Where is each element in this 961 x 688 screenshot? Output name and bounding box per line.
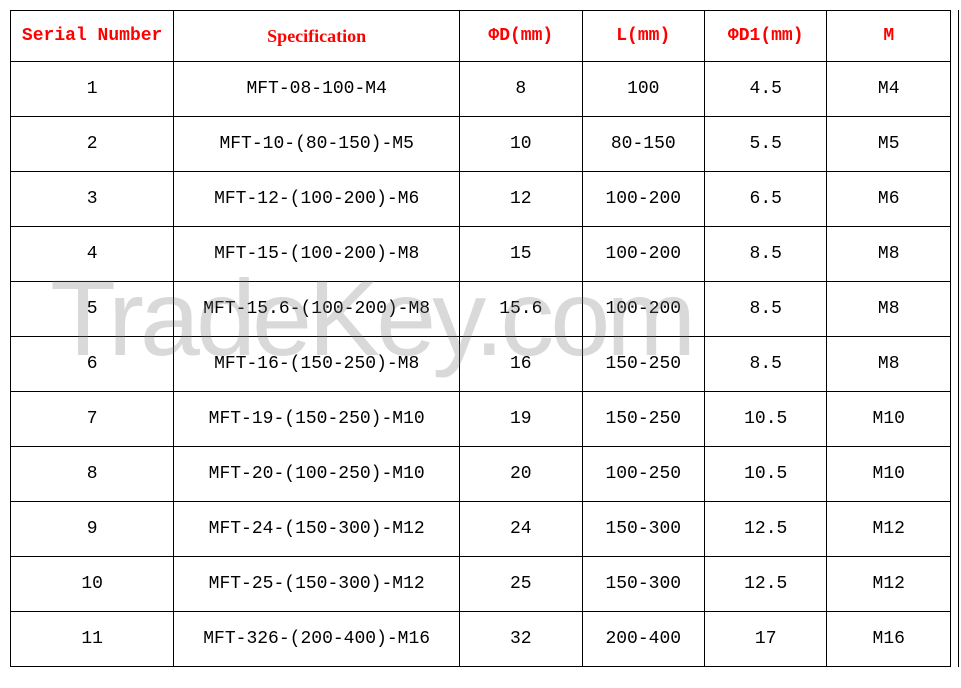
table-row: 3 MFT-12-(100-200)-M6 12 100-200 6.5 M6 — [11, 172, 951, 227]
cell-serial: 3 — [11, 172, 174, 227]
cell-d: 16 — [460, 337, 582, 392]
spec-table-container: Serial Number Specification ΦD(mm) L(mm)… — [10, 10, 951, 667]
cell-serial: 8 — [11, 447, 174, 502]
cell-d1: 5.5 — [705, 117, 827, 172]
col-l: L(mm) — [582, 11, 704, 62]
cell-d: 8 — [460, 62, 582, 117]
col-spec: Specification — [174, 11, 460, 62]
cell-d: 12 — [460, 172, 582, 227]
cell-d1: 10.5 — [705, 392, 827, 447]
table-row: 5 MFT-15.6-(100-200)-M8 15.6 100-200 8.5… — [11, 282, 951, 337]
cell-spec: MFT-24-(150-300)-M12 — [174, 502, 460, 557]
cell-d1: 6.5 — [705, 172, 827, 227]
cell-m: M5 — [827, 117, 951, 172]
cell-d1: 17 — [705, 612, 827, 667]
cell-d1: 10.5 — [705, 447, 827, 502]
col-m: M — [827, 11, 951, 62]
cell-d: 15 — [460, 227, 582, 282]
cell-l: 80-150 — [582, 117, 704, 172]
table-row: 9 MFT-24-(150-300)-M12 24 150-300 12.5 M… — [11, 502, 951, 557]
cell-d1: 12.5 — [705, 557, 827, 612]
cell-d: 32 — [460, 612, 582, 667]
cell-serial: 10 — [11, 557, 174, 612]
cell-m: M8 — [827, 227, 951, 282]
cell-serial: 4 — [11, 227, 174, 282]
cell-l: 150-300 — [582, 557, 704, 612]
cell-spec: MFT-16-(150-250)-M8 — [174, 337, 460, 392]
cell-spec: MFT-326-(200-400)-M16 — [174, 612, 460, 667]
cell-serial: 1 — [11, 62, 174, 117]
cell-m: M8 — [827, 282, 951, 337]
cell-d: 24 — [460, 502, 582, 557]
cell-m: M16 — [827, 612, 951, 667]
cell-m: M10 — [827, 392, 951, 447]
table-body: 1 MFT-08-100-M4 8 100 4.5 M4 2 MFT-10-(8… — [11, 62, 951, 667]
cell-spec: MFT-15-(100-200)-M8 — [174, 227, 460, 282]
cell-l: 100-200 — [582, 282, 704, 337]
cell-d1: 12.5 — [705, 502, 827, 557]
spec-table: Serial Number Specification ΦD(mm) L(mm)… — [10, 10, 951, 667]
cell-d1: 4.5 — [705, 62, 827, 117]
table-row: 4 MFT-15-(100-200)-M8 15 100-200 8.5 M8 — [11, 227, 951, 282]
cell-d: 19 — [460, 392, 582, 447]
table-row: 1 MFT-08-100-M4 8 100 4.5 M4 — [11, 62, 951, 117]
cell-spec: MFT-08-100-M4 — [174, 62, 460, 117]
table-row: 11 MFT-326-(200-400)-M16 32 200-400 17 M… — [11, 612, 951, 667]
cell-d: 15.6 — [460, 282, 582, 337]
cell-d1: 8.5 — [705, 282, 827, 337]
cell-l: 100-250 — [582, 447, 704, 502]
table-header-row: Serial Number Specification ΦD(mm) L(mm)… — [11, 11, 951, 62]
cell-spec: MFT-10-(80-150)-M5 — [174, 117, 460, 172]
cell-d: 10 — [460, 117, 582, 172]
cell-m: M10 — [827, 447, 951, 502]
cell-d: 25 — [460, 557, 582, 612]
table-row: 6 MFT-16-(150-250)-M8 16 150-250 8.5 M8 — [11, 337, 951, 392]
cell-l: 200-400 — [582, 612, 704, 667]
cell-m: M6 — [827, 172, 951, 227]
cell-spec: MFT-19-(150-250)-M10 — [174, 392, 460, 447]
cell-serial: 11 — [11, 612, 174, 667]
cell-spec: MFT-20-(100-250)-M10 — [174, 447, 460, 502]
cell-m: M12 — [827, 502, 951, 557]
cell-l: 100-200 — [582, 227, 704, 282]
cell-m: M12 — [827, 557, 951, 612]
cell-l: 100-200 — [582, 172, 704, 227]
cell-spec: MFT-15.6-(100-200)-M8 — [174, 282, 460, 337]
cell-m: M8 — [827, 337, 951, 392]
cell-l: 150-250 — [582, 392, 704, 447]
cell-spec: MFT-12-(100-200)-M6 — [174, 172, 460, 227]
cell-serial: 5 — [11, 282, 174, 337]
cell-d: 20 — [460, 447, 582, 502]
cell-serial: 6 — [11, 337, 174, 392]
col-phi-d: ΦD(mm) — [460, 11, 582, 62]
col-phi-d1: ΦD1(mm) — [705, 11, 827, 62]
table-row: 10 MFT-25-(150-300)-M12 25 150-300 12.5 … — [11, 557, 951, 612]
right-edge-line — [958, 10, 960, 667]
cell-d1: 8.5 — [705, 227, 827, 282]
cell-d1: 8.5 — [705, 337, 827, 392]
table-row: 8 MFT-20-(100-250)-M10 20 100-250 10.5 M… — [11, 447, 951, 502]
cell-spec: MFT-25-(150-300)-M12 — [174, 557, 460, 612]
cell-serial: 7 — [11, 392, 174, 447]
cell-serial: 9 — [11, 502, 174, 557]
table-row: 2 MFT-10-(80-150)-M5 10 80-150 5.5 M5 — [11, 117, 951, 172]
cell-l: 150-250 — [582, 337, 704, 392]
table-row: 7 MFT-19-(150-250)-M10 19 150-250 10.5 M… — [11, 392, 951, 447]
cell-m: M4 — [827, 62, 951, 117]
col-serial: Serial Number — [11, 11, 174, 62]
cell-l: 150-300 — [582, 502, 704, 557]
cell-l: 100 — [582, 62, 704, 117]
cell-serial: 2 — [11, 117, 174, 172]
